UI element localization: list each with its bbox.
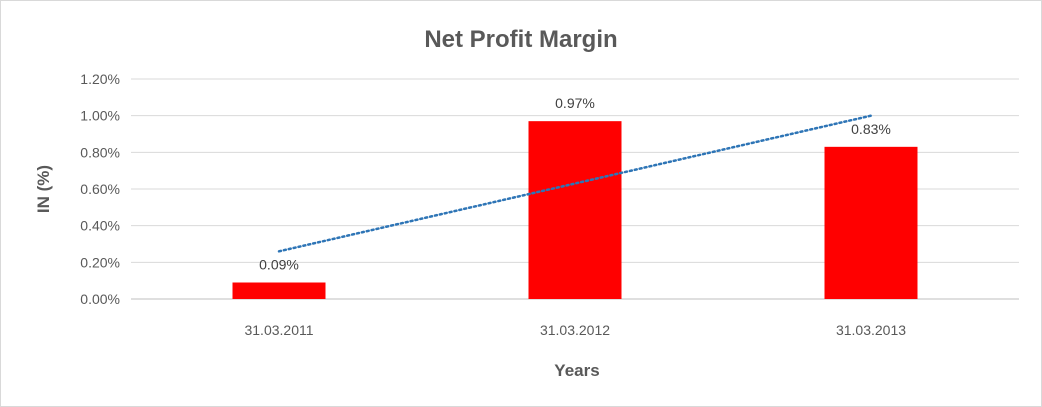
bar <box>824 146 918 299</box>
x-tick-label: 31.03.2012 <box>540 322 610 338</box>
y-tick-label: 0.00% <box>80 291 120 307</box>
bars <box>232 121 918 300</box>
y-tick-label: 0.20% <box>80 254 120 270</box>
bar <box>528 121 622 300</box>
x-axis-title: Years <box>554 361 599 380</box>
y-tick-label: 1.00% <box>80 108 120 124</box>
y-axis-title: IN (%) <box>34 165 53 213</box>
x-tick-label: 31.03.2013 <box>836 322 906 338</box>
data-labels: 0.09% 0.97% 0.83% <box>259 95 891 272</box>
y-tick-label: 1.20% <box>80 71 120 87</box>
y-tick-label: 0.60% <box>80 181 120 197</box>
x-tick-label: 31.03.2011 <box>244 322 313 338</box>
chart-title: Net Profit Margin <box>424 26 617 53</box>
y-tick-label: 0.80% <box>80 144 120 160</box>
trendline <box>277 114 873 253</box>
data-label: 0.97% <box>555 95 595 111</box>
y-tick-label: 0.40% <box>80 218 120 234</box>
bar <box>232 282 326 299</box>
trendline-line <box>277 114 873 253</box>
data-label: 0.83% <box>851 121 891 137</box>
y-axis: 0.00% 0.20% 0.40% 0.60% 0.80% 1.00% 1.20% <box>80 71 120 307</box>
data-label: 0.09% <box>259 257 299 273</box>
x-axis: 31.03.2011 31.03.2012 31.03.2013 <box>244 322 906 338</box>
